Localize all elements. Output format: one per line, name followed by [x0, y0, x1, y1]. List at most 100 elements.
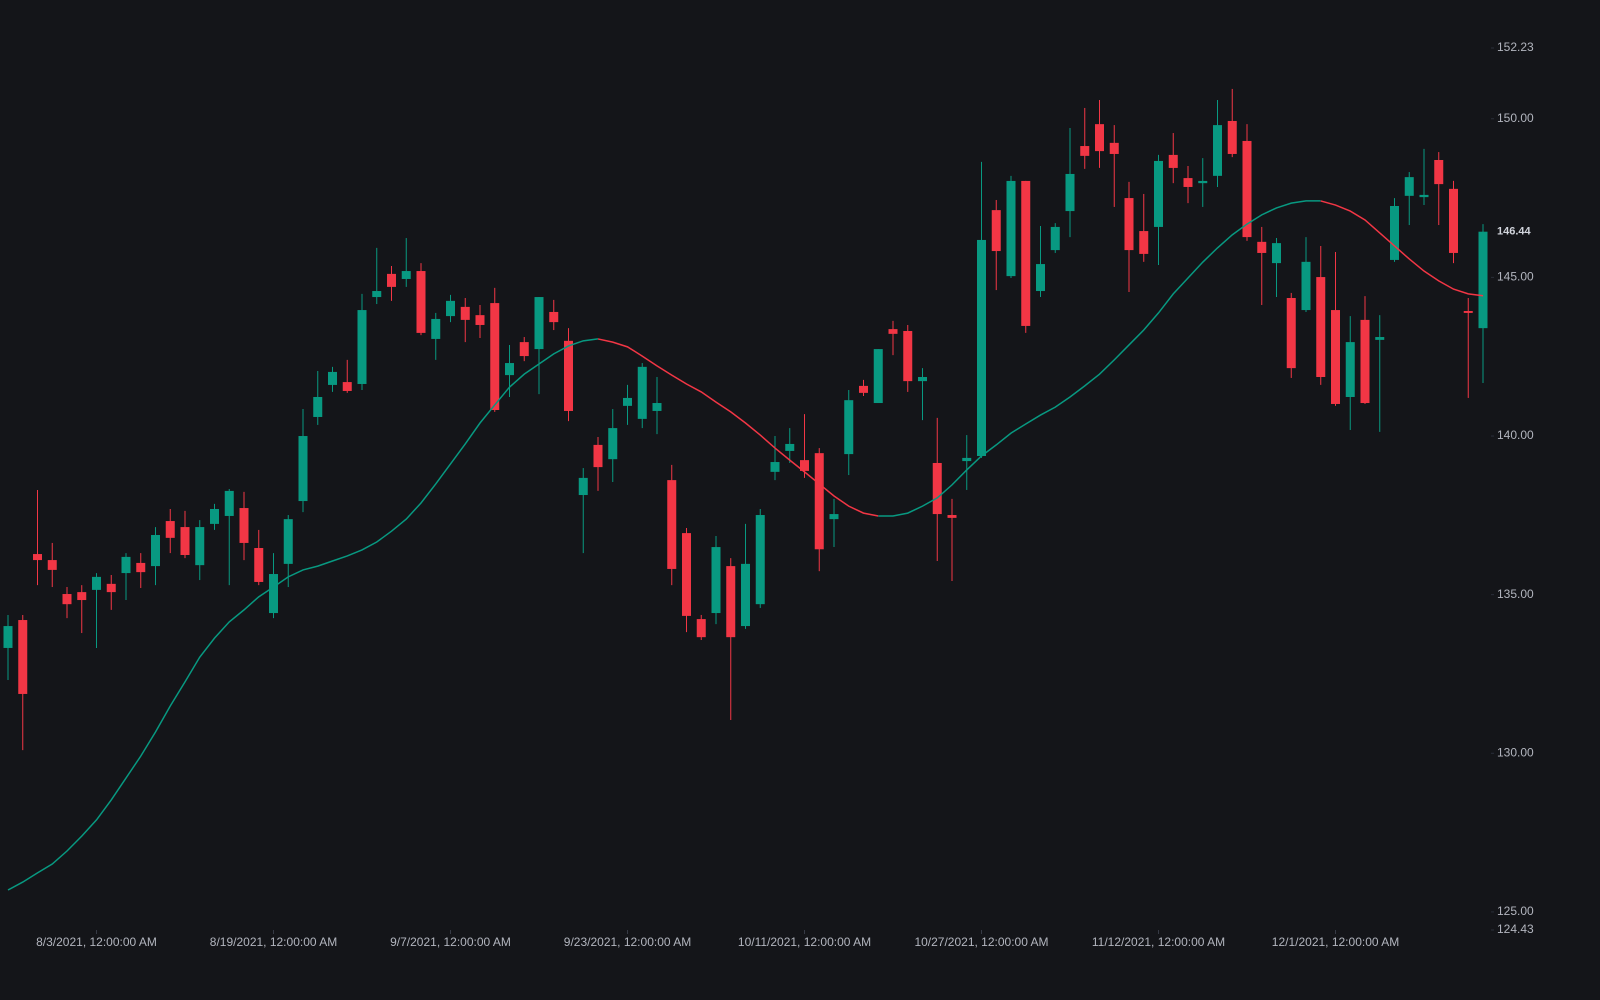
x-tick-label: 8/19/2021, 12:00:00 AM — [210, 935, 337, 949]
candle-body — [1449, 188, 1458, 253]
candle-body — [62, 594, 72, 605]
candle-body — [357, 310, 367, 384]
candle-body — [18, 620, 28, 694]
candle-body — [977, 239, 986, 457]
y-tick-label: 130.00 — [1497, 745, 1534, 759]
candle-body — [814, 453, 824, 550]
moving-average-line — [7, 338, 599, 891]
candle-body — [298, 436, 308, 502]
candle-body — [549, 311, 559, 323]
candle-body — [1345, 342, 1355, 397]
y-tick-label: 125.00 — [1497, 904, 1534, 918]
candle-body — [77, 592, 87, 601]
candle-body — [637, 366, 647, 419]
candle-body — [564, 340, 573, 411]
candle-body — [47, 560, 57, 570]
x-tick-label: 8/3/2021, 12:00:00 AM — [36, 935, 157, 949]
candle-body — [1095, 124, 1104, 152]
candle-body — [1050, 226, 1060, 251]
candle-body — [195, 527, 205, 566]
candle-body — [136, 562, 146, 573]
candle-body — [726, 566, 736, 638]
x-tick-label: 11/12/2021, 12:00:00 AM — [1092, 935, 1225, 949]
x-tick-label: 10/27/2021, 12:00:00 AM — [914, 935, 1048, 949]
candle-body — [608, 428, 618, 460]
candle-body — [1375, 337, 1385, 340]
candle-body — [903, 331, 913, 382]
candle-body — [578, 477, 588, 496]
candle-body — [947, 515, 957, 518]
candle-body — [682, 533, 691, 616]
candle-body — [1139, 231, 1149, 254]
candle-body — [121, 556, 131, 574]
candle-body — [313, 396, 323, 417]
candle-body — [1331, 310, 1340, 404]
candle-body — [1301, 261, 1311, 311]
candle-body — [328, 371, 337, 385]
y-tick-label: 152.23 — [1497, 40, 1534, 54]
candle-body — [416, 271, 426, 333]
x-tick-label: 12/1/2021, 12:00:00 AM — [1272, 935, 1399, 949]
candle-body — [534, 297, 544, 350]
candle-body — [283, 519, 293, 564]
candle-body — [342, 382, 352, 391]
candle-body — [1434, 159, 1444, 185]
candle-body — [667, 480, 677, 569]
candle-body — [652, 403, 662, 411]
y-tick-label: 150.00 — [1497, 111, 1534, 125]
candle-body — [1390, 205, 1399, 260]
candle-body — [1257, 241, 1267, 253]
candle-body — [1404, 177, 1414, 196]
candle-body — [1213, 125, 1222, 176]
candle-body — [387, 273, 396, 287]
candle-body — [991, 210, 1001, 252]
candle-body — [1080, 146, 1090, 156]
y-tick-label: 124.43 — [1497, 922, 1534, 936]
candle-body — [239, 508, 249, 543]
candle-body — [962, 457, 972, 462]
candle-body — [1006, 180, 1016, 277]
candle-body — [1316, 277, 1326, 378]
candle-body — [446, 300, 455, 317]
candle-body — [1286, 298, 1296, 369]
candle-body — [165, 521, 175, 538]
candle-body — [770, 462, 780, 472]
candle-body — [800, 460, 809, 471]
candle-body — [844, 400, 854, 455]
candle-body — [711, 547, 721, 614]
candle-body — [1198, 180, 1208, 184]
x-tick-label: 10/11/2021, 12:00:00 AM — [738, 935, 871, 949]
candle-body — [269, 574, 278, 614]
candle-body — [92, 576, 101, 590]
candle-body — [829, 514, 839, 520]
candle-body — [224, 490, 234, 516]
last-price-label: 146.44 — [1497, 226, 1532, 238]
moving-average-line — [1320, 200, 1484, 297]
candle-body — [785, 443, 795, 451]
candle-body — [932, 462, 942, 515]
candle-body — [401, 271, 411, 279]
candle-body — [460, 306, 470, 320]
candle-body — [1227, 120, 1237, 154]
candle-body — [1463, 311, 1473, 313]
x-tick-label: 9/7/2021, 12:00:00 AM — [390, 935, 511, 949]
candle-body — [151, 535, 160, 567]
candle-body — [918, 377, 927, 382]
candle-body — [1478, 231, 1488, 329]
candle-body — [1065, 173, 1075, 212]
candle-body — [180, 527, 190, 555]
candle-body — [755, 515, 765, 605]
candle-body — [372, 291, 382, 298]
candle-body — [210, 508, 219, 524]
candle-body — [741, 563, 750, 627]
candle-body — [1272, 243, 1281, 264]
candle-body — [1036, 264, 1045, 292]
candle-body — [254, 548, 264, 582]
y-tick-label: 145.00 — [1497, 270, 1534, 284]
candle-body — [1154, 160, 1163, 227]
y-tick-label: 135.00 — [1497, 587, 1534, 601]
y-tick-label: 140.00 — [1497, 428, 1534, 442]
candle-body — [106, 583, 116, 593]
